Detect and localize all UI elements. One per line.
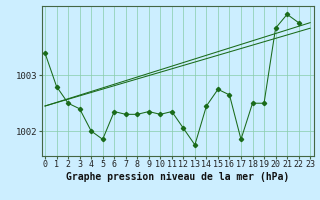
X-axis label: Graphe pression niveau de la mer (hPa): Graphe pression niveau de la mer (hPa) [66, 172, 289, 182]
